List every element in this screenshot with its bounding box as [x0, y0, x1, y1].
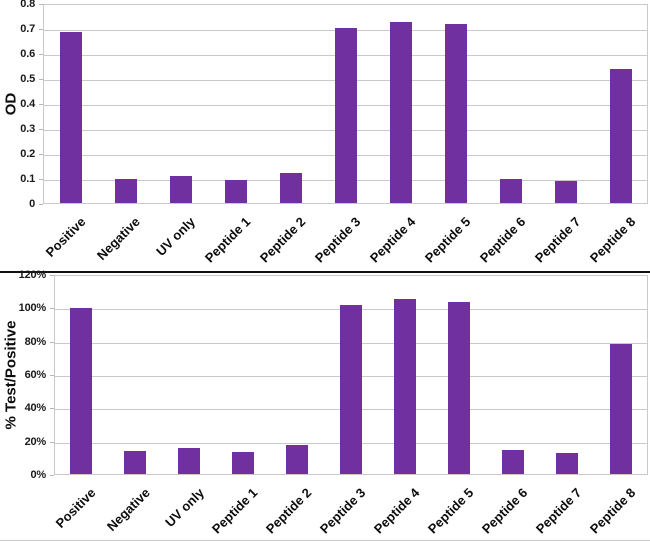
chart-divider — [0, 271, 650, 273]
y-tick-label: 40% — [24, 402, 47, 415]
y-tick-label: 0 — [29, 198, 35, 210]
x-category-label: Negative — [94, 214, 144, 263]
x-category-label: Peptide 4 — [371, 485, 423, 537]
x-category-label: Peptide 5 — [425, 485, 477, 537]
x-category-label: Peptide 2 — [256, 214, 309, 266]
x-category-label: Peptide 1 — [201, 214, 254, 266]
x-category-label: Peptide 6 — [479, 485, 531, 537]
plot-area — [54, 275, 648, 475]
bar-peptide-3 — [340, 305, 362, 474]
x-category-label: Peptide 3 — [311, 214, 364, 266]
y-tick-mark — [50, 408, 54, 410]
x-category-label: Peptide 3 — [317, 485, 369, 537]
y-tick-mark — [39, 54, 43, 55]
y-tick-mark — [39, 204, 43, 205]
bar-uv-only — [169, 176, 192, 203]
y-tick-label: 120% — [18, 269, 47, 281]
y-tick-mark — [39, 154, 43, 155]
x-category-label: UV only — [161, 485, 207, 530]
y-tick-label: 0.1 — [20, 173, 35, 185]
bar-peptide-1 — [224, 180, 247, 203]
y-tick-mark — [39, 104, 43, 105]
y-tick-label: 0.2 — [20, 148, 35, 160]
y-tick-mark — [39, 179, 43, 180]
bar-negative — [114, 179, 137, 203]
x-category-label: Peptide 6 — [476, 214, 529, 266]
bar-peptide-8 — [609, 69, 632, 203]
x-category-label: UV only — [153, 214, 199, 259]
x-category-label: Peptide 2 — [263, 485, 315, 537]
y-tick-label: 0.5 — [20, 73, 35, 85]
plot-area — [43, 4, 648, 204]
y-tick-mark — [50, 341, 54, 343]
y-tick-label: 0.3 — [20, 123, 35, 135]
y-tick-label: 0.6 — [20, 48, 35, 60]
bar-negative — [124, 450, 146, 474]
x-category-label: Peptide 7 — [533, 485, 585, 537]
od-bar-chart: OD 0 0.1 0.2 0.3 0.4 0.5 0.6 0.7 0.8 Positive Nega… — [3, 0, 648, 266]
x-category-label: Peptide 1 — [209, 485, 261, 537]
y-tick-mark — [50, 275, 54, 276]
y-tick-mark — [50, 308, 54, 310]
y-tick-label: 0.4 — [20, 98, 35, 110]
x-category-label: Negative — [103, 485, 153, 534]
x-category-label: Peptide 5 — [421, 214, 474, 266]
bar-peptide-6 — [499, 179, 522, 203]
bar-peptide-8 — [610, 344, 632, 474]
bar-positive — [70, 308, 92, 474]
percent-test-positive-bar-chart: % Test/Positive 0% 20% 40% 60% 80% 100% 120% Po… — [0, 269, 650, 540]
y-tick-mark — [39, 4, 43, 5]
y-tick-label: 20% — [24, 435, 47, 448]
y-tick-mark — [39, 79, 43, 80]
x-category-label: Peptide 4 — [366, 214, 419, 266]
y-tick-mark — [39, 129, 43, 130]
y-tick-label: 60% — [24, 369, 47, 381]
y-tick-mark — [50, 375, 54, 376]
bar-peptide-2 — [279, 172, 302, 203]
bar-peptide-4 — [389, 21, 412, 203]
bar-peptide-3 — [334, 27, 357, 203]
y-tick-mark — [39, 29, 43, 30]
y-tick-label: 0% — [30, 469, 47, 481]
y-tick-label: 100% — [18, 302, 47, 315]
bar-peptide-6 — [502, 450, 524, 474]
bar-peptide-5 — [444, 24, 467, 203]
bar-peptide-7 — [556, 452, 578, 474]
bar-positive — [59, 31, 82, 203]
x-category-label: Positive — [42, 214, 89, 260]
bar-peptide-5 — [448, 301, 470, 474]
y-tick-mark — [50, 475, 54, 476]
x-category-label: Peptide 7 — [531, 214, 584, 266]
bar-peptide-2 — [286, 445, 308, 474]
y-tick-label: 0.8 — [20, 0, 35, 10]
y-tick-label: 80% — [24, 335, 47, 348]
y-tick-mark — [50, 441, 54, 443]
bar-peptide-7 — [554, 180, 577, 203]
x-category-label: Peptide 8 — [586, 214, 639, 266]
y-tick-label: 0.7 — [20, 23, 35, 35]
bar-peptide-4 — [394, 299, 416, 474]
x-category-label: Positive — [52, 485, 99, 531]
x-category-label: Peptide 8 — [587, 485, 639, 537]
bar-uv-only — [178, 447, 200, 474]
bar-peptide-1 — [232, 451, 254, 474]
